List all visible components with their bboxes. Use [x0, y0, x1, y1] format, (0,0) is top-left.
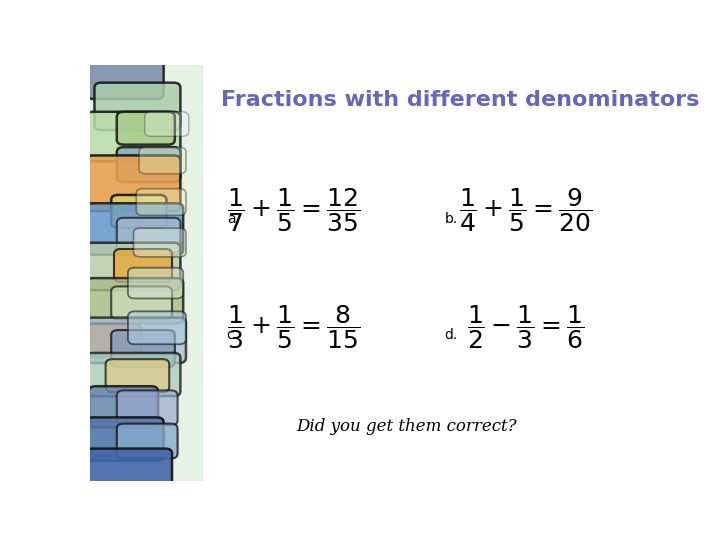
FancyBboxPatch shape — [139, 147, 186, 174]
FancyBboxPatch shape — [117, 390, 178, 426]
Text: $\dfrac{1}{2}-\dfrac{1}{3}=\dfrac{1}{6}$: $\dfrac{1}{2}-\dfrac{1}{3}=\dfrac{1}{6}$ — [467, 303, 584, 350]
FancyBboxPatch shape — [86, 278, 183, 323]
Text: a.: a. — [227, 212, 240, 226]
FancyBboxPatch shape — [106, 359, 169, 392]
FancyBboxPatch shape — [86, 324, 141, 357]
Text: Fractions with different denominators: Fractions with different denominators — [221, 90, 700, 110]
Text: $\dfrac{1}{7}+\dfrac{1}{5}=\dfrac{12}{35}$: $\dfrac{1}{7}+\dfrac{1}{5}=\dfrac{12}{35… — [227, 186, 360, 234]
FancyBboxPatch shape — [94, 83, 181, 130]
FancyBboxPatch shape — [86, 449, 172, 485]
Text: $\dfrac{1}{4}+\dfrac{1}{5}=\dfrac{9}{20}$: $\dfrac{1}{4}+\dfrac{1}{5}=\dfrac{9}{20}… — [459, 186, 592, 234]
FancyBboxPatch shape — [133, 228, 186, 257]
FancyBboxPatch shape — [117, 218, 181, 253]
Text: c.: c. — [227, 328, 239, 342]
FancyBboxPatch shape — [128, 312, 186, 344]
FancyBboxPatch shape — [111, 330, 175, 367]
FancyBboxPatch shape — [136, 188, 186, 215]
FancyBboxPatch shape — [117, 112, 175, 145]
Text: d.: d. — [444, 328, 458, 342]
FancyBboxPatch shape — [86, 203, 183, 255]
FancyBboxPatch shape — [86, 156, 181, 211]
Bar — [90, 65, 202, 481]
FancyBboxPatch shape — [128, 268, 183, 299]
FancyBboxPatch shape — [86, 112, 181, 161]
Text: Did you get them correct?: Did you get them correct? — [297, 418, 517, 435]
FancyBboxPatch shape — [86, 318, 186, 363]
FancyBboxPatch shape — [86, 353, 181, 396]
Text: $\dfrac{1}{3}+\dfrac{1}{5}=\dfrac{8}{15}$: $\dfrac{1}{3}+\dfrac{1}{5}=\dfrac{8}{15}… — [227, 303, 360, 350]
FancyBboxPatch shape — [111, 195, 166, 228]
FancyBboxPatch shape — [145, 112, 189, 136]
FancyBboxPatch shape — [117, 147, 181, 182]
FancyBboxPatch shape — [114, 249, 172, 282]
FancyBboxPatch shape — [111, 286, 172, 319]
FancyBboxPatch shape — [89, 386, 158, 427]
FancyBboxPatch shape — [86, 62, 163, 99]
FancyBboxPatch shape — [86, 417, 163, 461]
Text: b.: b. — [444, 212, 458, 226]
FancyBboxPatch shape — [86, 243, 181, 290]
FancyBboxPatch shape — [117, 424, 178, 458]
